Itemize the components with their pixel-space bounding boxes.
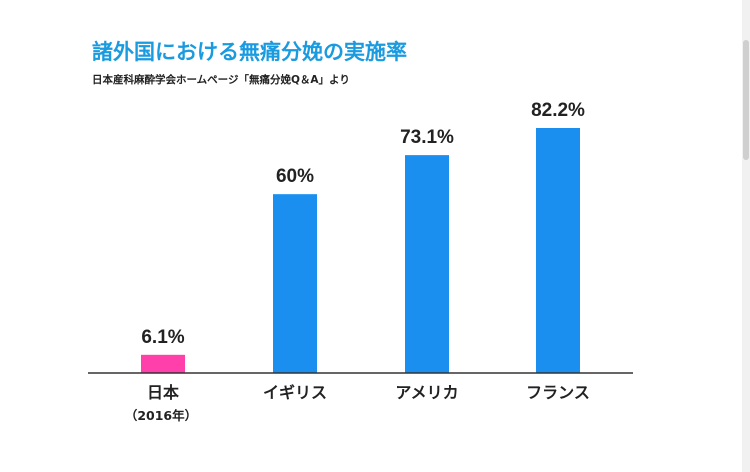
data-label: 73.1% [400,127,454,148]
scrollbar-thumb[interactable] [743,40,749,160]
chart-subtitle: 日本産科麻酔学会ホームページ「無痛分娩Q＆A」より [92,74,350,86]
data-label: 82.2% [531,100,585,121]
bar-4 [536,128,580,373]
category-label: イギリス [263,383,327,402]
data-label: 6.1% [141,327,184,348]
category-label: アメリカ [395,383,458,402]
category-label: フランス [526,383,590,402]
bar-3 [405,155,449,373]
chart-title: 諸外国における無痛分娩の実施率 [92,40,407,64]
data-label: 60% [276,166,314,187]
bar-1 [141,354,185,373]
category-sublabel: （2016年） [125,408,197,423]
scrollbar[interactable] [742,0,750,472]
category-label: 日本 [147,383,179,402]
bar-2 [273,194,317,373]
